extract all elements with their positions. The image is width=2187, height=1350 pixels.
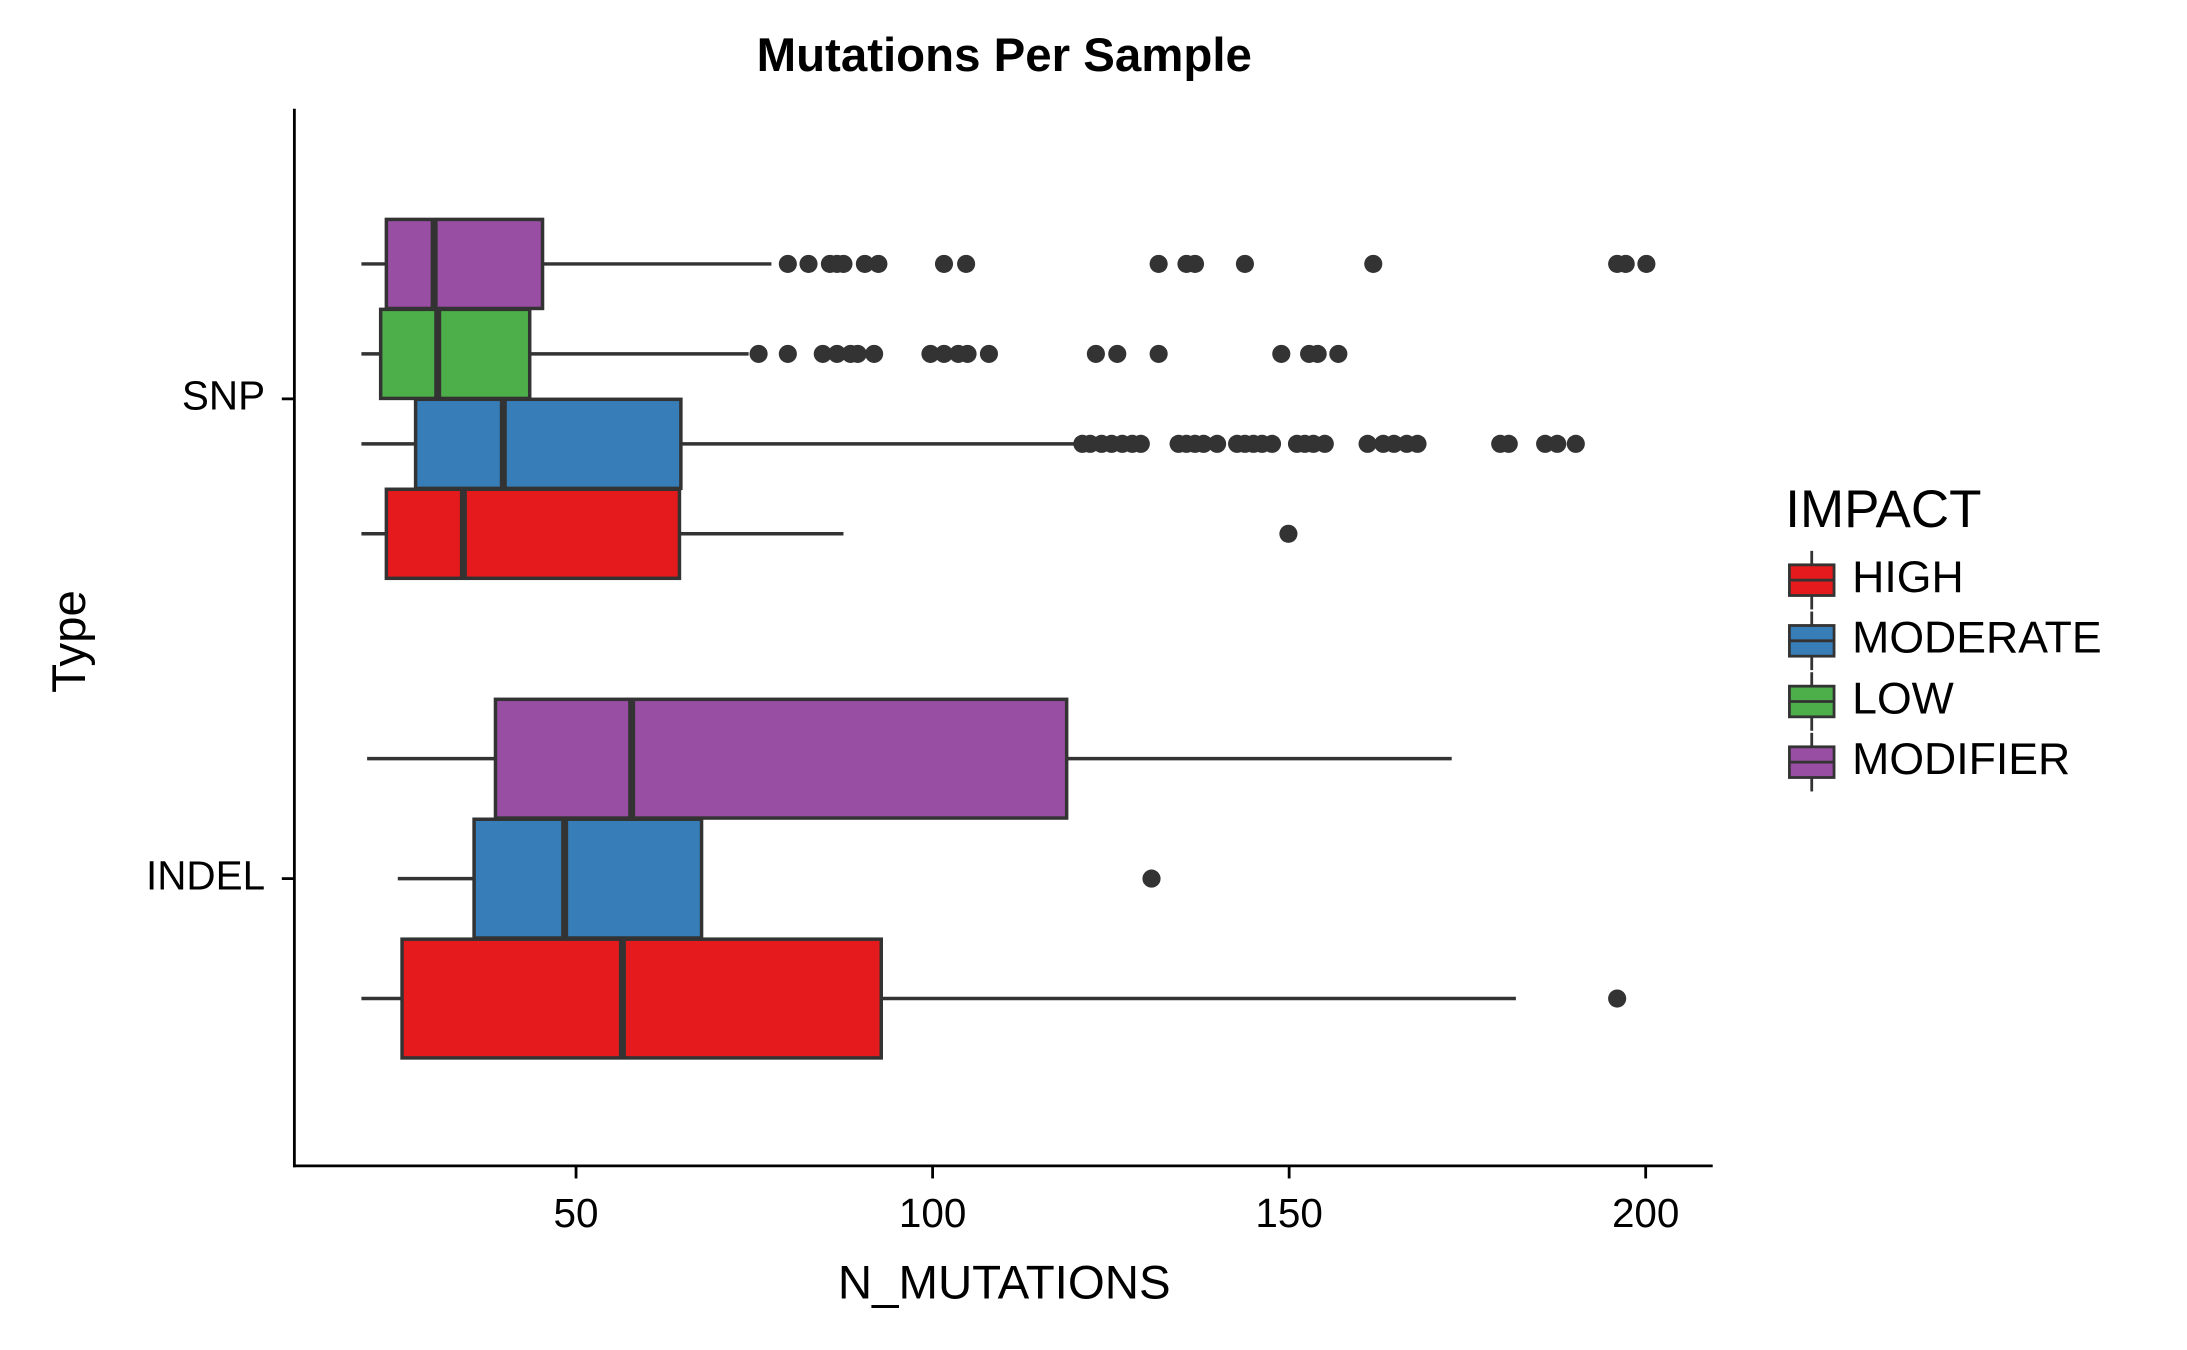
x-axis-label: N_MUTATIONS [838,1256,1171,1309]
x-tick-label: 50 [554,1190,599,1236]
box [493,697,1069,820]
outlier [1637,254,1656,273]
outlier [1185,254,1205,273]
outlier [1308,344,1327,363]
y-tick-label: INDEL [146,852,265,898]
outlier [1208,434,1227,453]
outlier [1272,344,1291,363]
outlier [934,344,954,363]
outlier [1131,434,1150,453]
box [384,217,545,311]
outlier [1566,434,1585,453]
outlier [1279,524,1298,543]
outlier [921,344,940,363]
box [413,397,683,491]
outlier [957,254,976,273]
y-axis-label: Type [43,590,96,693]
chart-title: Mutations Per Sample [757,29,1252,82]
outlier [799,254,818,273]
outlier [1315,434,1334,453]
outlier [813,344,832,363]
outlier [979,344,998,363]
outlier [848,344,867,363]
outlier [1408,434,1427,453]
outlier [1499,434,1518,453]
outlier [934,254,954,273]
outlier [1108,344,1127,363]
outlier [1329,344,1348,363]
outlier [1235,254,1254,273]
outlier [1608,989,1627,1008]
x-tick-label: 100 [899,1190,966,1236]
outlier [1548,434,1567,453]
y-tick-label: SNP [182,373,265,419]
outlier [1149,254,1168,273]
outlier [1194,434,1213,453]
outlier [827,344,847,363]
x-tick-label: 200 [1612,1190,1679,1236]
outlier [1364,254,1383,273]
outlier [855,254,874,273]
outlier [1384,434,1404,453]
legend-label: HIGH [1852,553,1964,602]
box [378,307,532,401]
outlier [778,254,797,273]
outlier [1616,254,1635,273]
box [400,937,883,1060]
outlier [749,344,768,363]
outlier [1358,434,1377,453]
legend-label: MODERATE [1852,614,2101,663]
x-tick-label: 150 [1255,1190,1322,1236]
outlier [1086,344,1105,363]
legend-label: LOW [1852,674,1954,723]
outlier [865,344,884,363]
outlier [958,344,977,363]
outlier [1149,344,1168,363]
outlier [834,254,853,273]
outlier [1142,869,1161,888]
box [472,817,704,940]
outlier [869,254,888,273]
outlier [1262,434,1282,453]
legend-label: MODIFIER [1852,735,2070,784]
box [384,487,682,581]
legend-title: IMPACT [1785,480,1981,539]
outlier [778,344,797,363]
